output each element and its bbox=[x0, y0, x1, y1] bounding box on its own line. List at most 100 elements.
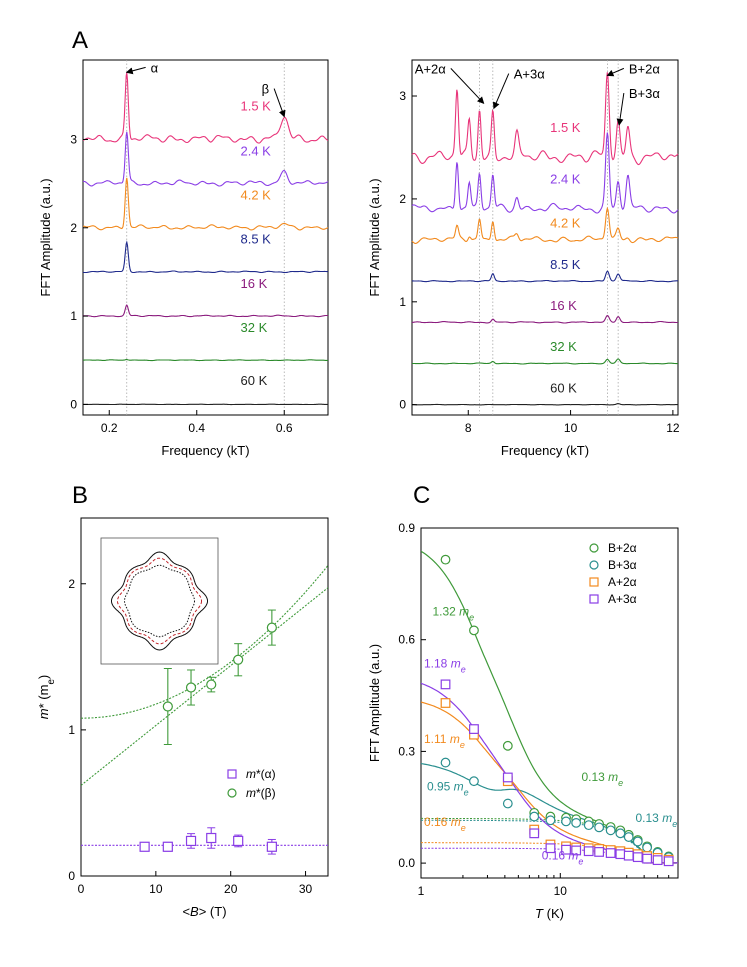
fermi-surface-inset bbox=[100, 537, 219, 665]
panel-label-A: A bbox=[72, 27, 88, 54]
panel-C-xtick-label: 1 bbox=[418, 884, 425, 898]
panel-C-mass-unit-sub: e bbox=[461, 823, 466, 833]
panel-C-legend-marker bbox=[589, 577, 599, 587]
panel-A-left-series-line bbox=[82, 131, 329, 187]
panel-C-point bbox=[440, 757, 451, 768]
panel-C-xtick-label: 10 bbox=[554, 884, 568, 898]
panel-B-point bbox=[266, 622, 277, 633]
panel-B-legend-label: m*(β) bbox=[246, 786, 276, 800]
panel-C-point bbox=[529, 811, 540, 822]
panel-B-xlabel-part: > (T) bbox=[199, 904, 227, 919]
panel-B-fit-line bbox=[81, 565, 328, 719]
panel-C-point bbox=[583, 846, 594, 857]
panel-A-left-xtick-label: 0.2 bbox=[101, 421, 118, 435]
panel-C-point bbox=[545, 815, 556, 826]
panel-A-right-annotation-label: A+2α bbox=[415, 61, 446, 76]
panel-B-xlabel-part: < bbox=[182, 904, 190, 919]
panel-C-legend-marker bbox=[589, 543, 599, 553]
panel-A-right-ytick-label: 3 bbox=[399, 89, 406, 103]
panel-A-left-series-line bbox=[83, 304, 329, 318]
panel-C-point bbox=[561, 844, 571, 855]
panel-A-left-series-label: 8.5 K bbox=[241, 232, 272, 247]
panel-A-right-ylabel: FFT Amplitude (a.u.) bbox=[367, 178, 382, 296]
panel-B-point bbox=[233, 654, 244, 665]
panel-A-left-ytick-label: 3 bbox=[70, 132, 77, 146]
panel-B-point bbox=[206, 832, 217, 844]
panel-C-point bbox=[469, 776, 479, 787]
panel-A-right-annotation-arrow bbox=[606, 67, 625, 77]
panel-A-left-series-line bbox=[83, 359, 328, 362]
panel-C-mass-unit: m bbox=[608, 770, 618, 784]
panel-C-mass-label: 1.18 me bbox=[424, 657, 466, 675]
panel-A-right-ytick-label: 2 bbox=[399, 192, 406, 206]
panel-A-left-ylabel: FFT Amplitude (a.u.) bbox=[38, 178, 53, 296]
panel-C-mass-unit-sub: e bbox=[469, 613, 474, 623]
panel-C-legend-label: B+3α bbox=[608, 558, 637, 572]
panel-C-mass-unit-sub: e bbox=[464, 788, 469, 798]
panel-C-mass-unit: m bbox=[451, 815, 461, 829]
panel-C-mass-unit: m bbox=[451, 657, 461, 671]
panel-B-ytick-label: 1 bbox=[68, 723, 75, 737]
panel-A-right-series-line bbox=[412, 358, 678, 365]
panel-C-fit-line-dashed bbox=[421, 819, 678, 864]
panel-A-left-series-line bbox=[82, 177, 329, 231]
panel-A-right-frame bbox=[411, 59, 679, 416]
panel-A-right-xlabel: Frequency (kT) bbox=[501, 443, 589, 458]
panel-C-fit-line-dashed bbox=[421, 817, 678, 864]
panel-C-xlabel-part: T bbox=[535, 906, 544, 921]
panel-B-point bbox=[233, 835, 244, 847]
panel-A-right-series-line bbox=[411, 270, 678, 283]
panel-B-legend-label-part: *(β) bbox=[256, 786, 276, 800]
panel-C-point bbox=[545, 843, 556, 854]
panel-C-point bbox=[642, 842, 652, 853]
panel-C-point bbox=[502, 740, 513, 751]
panel-B-point bbox=[266, 841, 277, 852]
panel-C-mass-value: 0.95 bbox=[427, 780, 451, 794]
panel-C-ylabel: FFT Amplitude (a.u.) bbox=[367, 644, 382, 762]
panel-A-left-series-line bbox=[82, 72, 329, 144]
panel-A-right-series-line bbox=[411, 314, 678, 324]
panel-A-right-series-line bbox=[412, 403, 679, 406]
panel-C-xlabel-part: (K) bbox=[543, 906, 564, 921]
panel-B-legend-label-part: m bbox=[246, 786, 256, 800]
panel-C-mass-unit: m bbox=[459, 605, 469, 619]
panel-C-legend-label: B+2α bbox=[608, 541, 637, 555]
panel-C-mass-label: 0.95 me bbox=[427, 780, 469, 798]
panel-C-mass-label: 0.16 me bbox=[424, 815, 466, 833]
panel-A-right-annotation-label: B+3α bbox=[629, 86, 660, 101]
panel-B-ytick-label: 0 bbox=[68, 869, 75, 883]
panel-C-ytick-label: 0.6 bbox=[398, 633, 415, 647]
panel-C-point bbox=[440, 554, 451, 565]
panel-C-mass-value: 0.16 bbox=[542, 848, 566, 862]
panel-C-point bbox=[469, 724, 479, 734]
panel-B-legend-marker bbox=[227, 769, 237, 779]
panel-C-xlabel: T (K) bbox=[535, 906, 564, 921]
panel-label-C: C bbox=[413, 482, 430, 509]
panel-B-point bbox=[206, 679, 217, 690]
panel-C-point bbox=[652, 855, 663, 866]
panel-A-right-annotation-arrow bbox=[492, 73, 510, 110]
panel-C-mass-value: 0.16 bbox=[424, 815, 448, 829]
panel-B-xtick-label: 30 bbox=[299, 882, 313, 896]
panel-A-right-series-label: 16 K bbox=[550, 298, 577, 313]
panel-A-left-series-label: 4.2 K bbox=[241, 188, 272, 203]
panel-C-mass-value: 1.18 bbox=[424, 657, 448, 671]
panel-B-frame bbox=[80, 517, 329, 877]
panel-C-legend-label: A+2α bbox=[608, 575, 637, 589]
panel-C-mass-label: 1.11 me bbox=[424, 732, 465, 750]
panel-C-point bbox=[642, 853, 652, 864]
panel-A-left-ytick-label: 1 bbox=[70, 309, 77, 323]
panel-C-point bbox=[561, 816, 571, 827]
panel-C-mass-label: 0.13 me bbox=[636, 811, 678, 829]
panel-B-point bbox=[185, 682, 197, 693]
panel-A-right-series-label: 8.5 K bbox=[550, 257, 581, 272]
panel-A-right-xtick-label: 10 bbox=[564, 421, 578, 435]
panel-C-mass-unit: m bbox=[662, 811, 672, 825]
panel-A-left-series-label: 32 K bbox=[241, 320, 268, 335]
panel-C-point bbox=[502, 772, 513, 783]
panel-label-B: B bbox=[72, 482, 88, 509]
panel-C-legend-marker bbox=[589, 594, 599, 604]
panel-C-ytick-label: 0.9 bbox=[398, 521, 415, 535]
panel-B-ylabel-part: * (m bbox=[36, 685, 51, 709]
panel-A-right-series-label: 4.2 K bbox=[550, 216, 581, 231]
